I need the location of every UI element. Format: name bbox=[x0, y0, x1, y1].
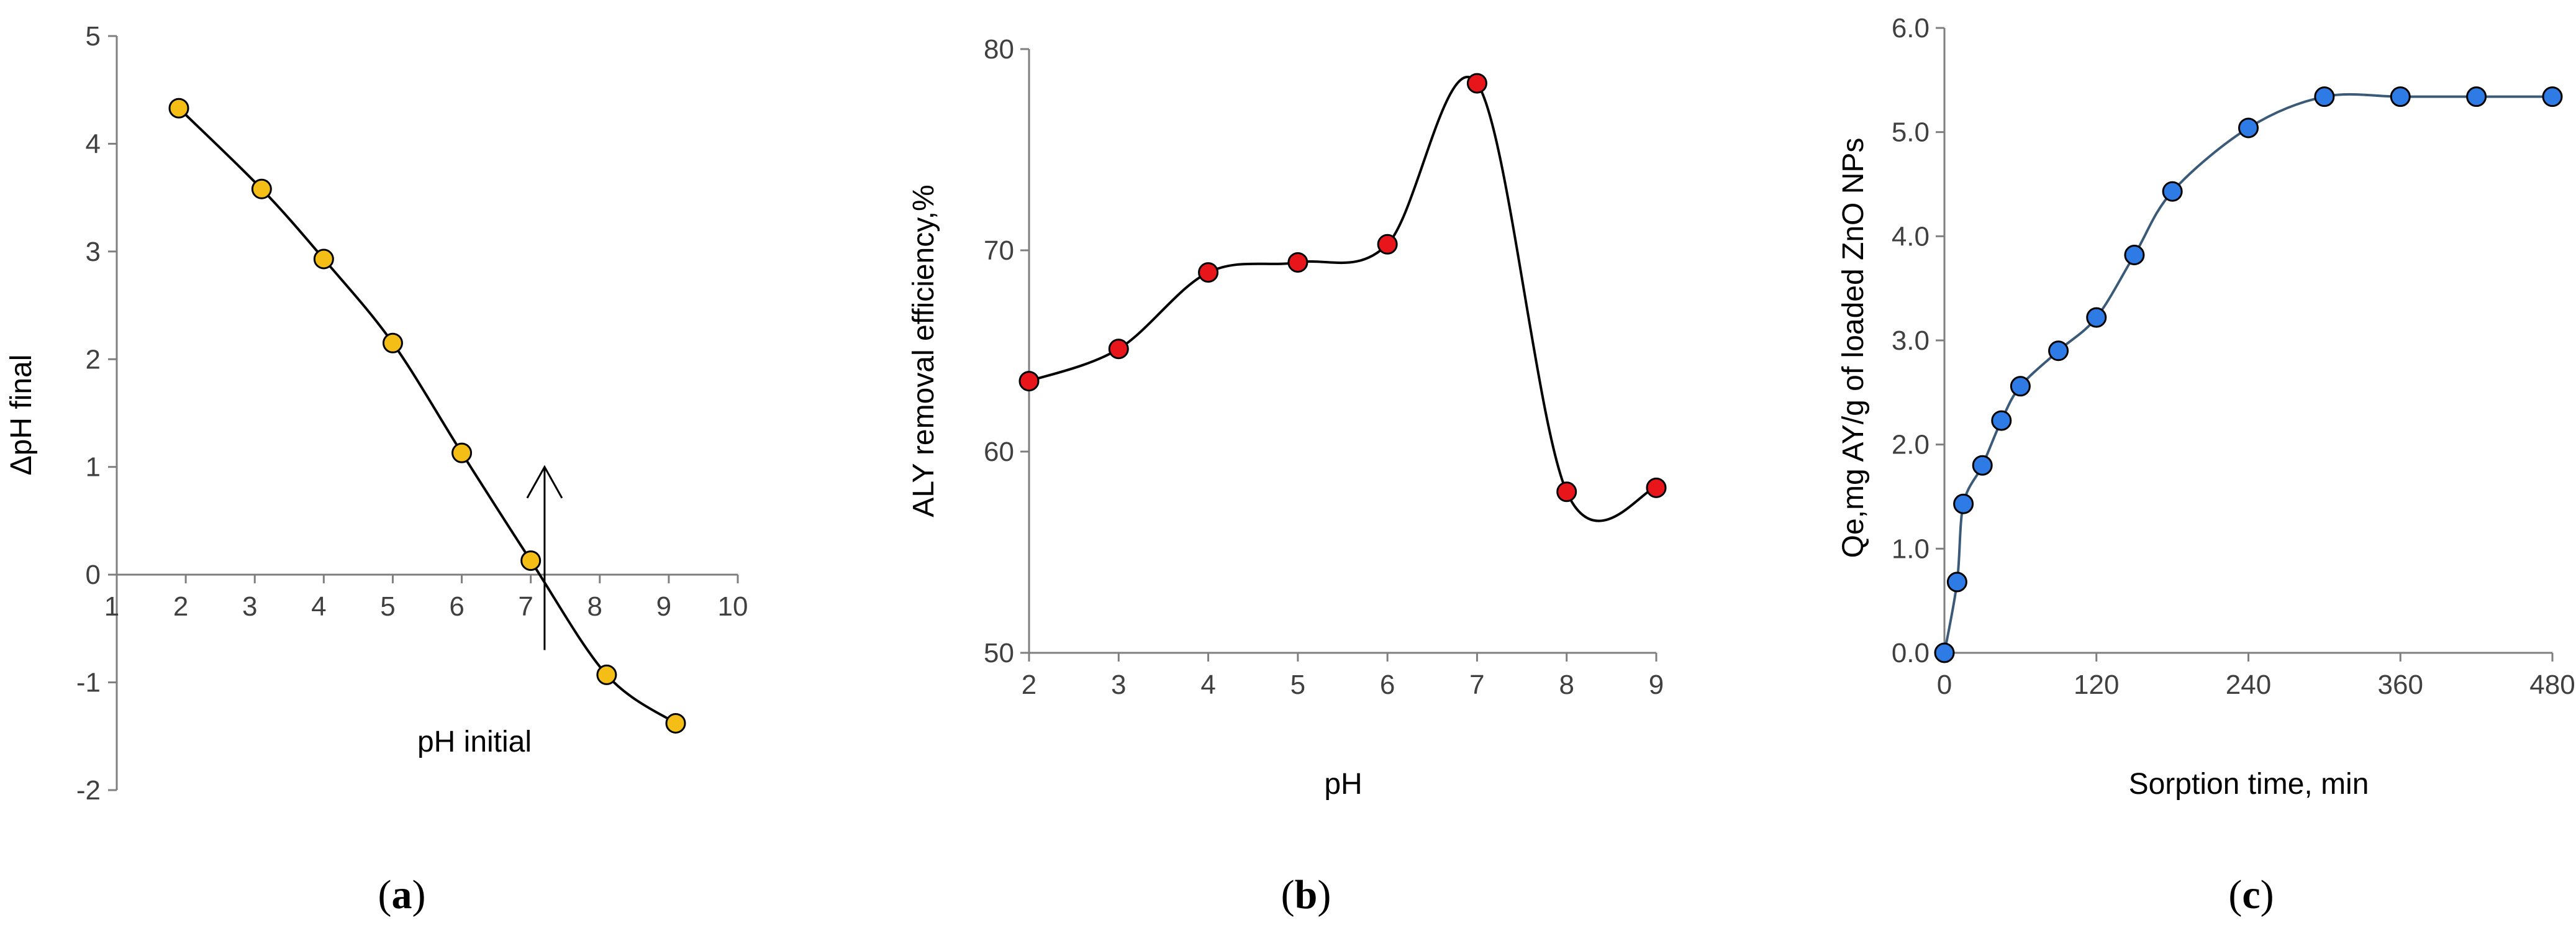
data-point bbox=[665, 712, 686, 734]
x-tick-label: 3 bbox=[1111, 670, 1126, 700]
y-tick-label: 2 bbox=[86, 344, 101, 375]
data-point bbox=[1108, 339, 1129, 360]
data-point bbox=[1466, 73, 1487, 94]
y-axis-label: ΔpH final bbox=[5, 355, 38, 476]
x-tick-label: 9 bbox=[656, 591, 671, 622]
y-tick-label: 3 bbox=[86, 237, 101, 267]
y-tick-label: 0 bbox=[86, 560, 101, 590]
data-point bbox=[1287, 252, 1308, 273]
data-point bbox=[313, 248, 334, 270]
x-axis-label: pH initial bbox=[417, 726, 532, 758]
y-tick-label: 1.0 bbox=[1892, 534, 1930, 564]
data-point bbox=[2314, 86, 2335, 107]
x-tick-label: 120 bbox=[2074, 670, 2119, 700]
data-point bbox=[2048, 340, 2069, 362]
data-point bbox=[2466, 86, 2487, 107]
data-point bbox=[168, 98, 189, 119]
y-tick-label: 4 bbox=[86, 129, 101, 159]
series-line bbox=[1028, 75, 1657, 522]
caption-paren-open: ( bbox=[378, 872, 392, 917]
y-tick-label: 5.0 bbox=[1892, 117, 1930, 148]
x-tick-label: 7 bbox=[518, 591, 533, 622]
y-tick-label: 60 bbox=[984, 437, 1014, 467]
panel-caption: (a) bbox=[378, 872, 426, 917]
x-axis-label: pH bbox=[1324, 768, 1362, 801]
caption-paren-close: ) bbox=[412, 872, 426, 917]
data-point bbox=[1198, 262, 1219, 283]
y-tick-label: 70 bbox=[984, 235, 1014, 266]
chart-b: 50 60 70 80 2 3 4 5 6 7 8 9 pH ALY removal efficiency… bbox=[907, 34, 1667, 917]
caption-paren-close: ) bbox=[1317, 872, 1331, 917]
arrow-head bbox=[526, 465, 563, 499]
y-tick-label: 80 bbox=[984, 34, 1014, 65]
panel-caption: (b) bbox=[1281, 872, 1331, 917]
x-tick-label: 4 bbox=[1200, 670, 1215, 700]
y-tick-label: 3.0 bbox=[1892, 325, 1930, 356]
data-point bbox=[2390, 86, 2411, 107]
chart-c: 0.0 1.0 2.0 3.0 4.0 5.0 6.0 0 120 240 360 480 Sorpti… bbox=[1837, 13, 2575, 917]
data-point bbox=[520, 550, 542, 571]
x-tick-label: 3 bbox=[242, 591, 257, 622]
x-tick-label: 480 bbox=[2529, 670, 2575, 700]
x-tick-label: 8 bbox=[587, 591, 602, 622]
x-tick-label: 4 bbox=[311, 591, 326, 622]
caption-letter: a bbox=[392, 872, 412, 917]
data-point bbox=[1946, 571, 1967, 593]
caption-paren-open: ( bbox=[2228, 872, 2242, 917]
data-point bbox=[1991, 410, 2012, 431]
y-tick-label: 50 bbox=[984, 638, 1014, 668]
caption-paren-open: ( bbox=[1281, 872, 1295, 917]
x-tick-label: 10 bbox=[718, 591, 748, 622]
data-point bbox=[1646, 477, 1667, 498]
series-line bbox=[1943, 93, 2552, 653]
data-point bbox=[2124, 245, 2145, 266]
y-tick-label: 4.0 bbox=[1892, 221, 1930, 252]
x-tick-label: 5 bbox=[1290, 670, 1305, 700]
caption-paren-close: ) bbox=[2261, 872, 2274, 917]
caption-letter: c bbox=[2242, 872, 2260, 917]
x-tick-label: 1 bbox=[104, 591, 119, 622]
y-tick-label: -2 bbox=[76, 775, 101, 806]
y-tick-label: -1 bbox=[76, 668, 101, 698]
y-tick-label: 1 bbox=[86, 452, 101, 483]
x-tick-label: 8 bbox=[1559, 670, 1574, 700]
data-point bbox=[382, 332, 403, 353]
data-point bbox=[1556, 481, 1577, 503]
x-tick-label: 7 bbox=[1469, 670, 1484, 700]
x-tick-label: 240 bbox=[2226, 670, 2271, 700]
data-point bbox=[2010, 376, 2031, 397]
x-tick-label: 0 bbox=[1937, 670, 1952, 700]
data-point bbox=[2542, 86, 2563, 107]
y-axis-label: Qe,mg AY/g of loaded ZnO NPs bbox=[1837, 138, 1870, 558]
y-tick-label: 6.0 bbox=[1892, 13, 1930, 43]
data-point bbox=[251, 178, 272, 199]
x-tick-label: 2 bbox=[173, 591, 188, 622]
panel-caption: (c) bbox=[2228, 872, 2274, 917]
series-line bbox=[178, 107, 677, 725]
data-point bbox=[1377, 234, 1398, 255]
data-point bbox=[2086, 307, 2107, 328]
x-tick-label: 2 bbox=[1022, 670, 1036, 700]
data-point bbox=[2238, 117, 2259, 139]
x-tick-label: 6 bbox=[449, 591, 464, 622]
data-point bbox=[1018, 371, 1040, 392]
y-tick-label: 5 bbox=[86, 21, 101, 52]
data-point bbox=[1934, 642, 1955, 663]
x-tick-label: 5 bbox=[380, 591, 395, 622]
y-tick-label: 2.0 bbox=[1892, 430, 1930, 460]
x-axis-label: Sorption time, min bbox=[2129, 768, 2369, 801]
caption-letter: b bbox=[1295, 872, 1318, 917]
data-point bbox=[2162, 181, 2183, 202]
x-tick-label: 9 bbox=[1649, 670, 1664, 700]
y-axis-label: ALY removal efficiency,% bbox=[907, 184, 940, 517]
data-point bbox=[596, 664, 617, 685]
data-point bbox=[451, 442, 473, 463]
data-point bbox=[1972, 455, 1993, 476]
data-point bbox=[1953, 493, 1974, 514]
x-tick-label: 6 bbox=[1380, 670, 1395, 700]
x-tick-label: 360 bbox=[2378, 670, 2423, 700]
y-tick-label: 0.0 bbox=[1892, 638, 1930, 668]
